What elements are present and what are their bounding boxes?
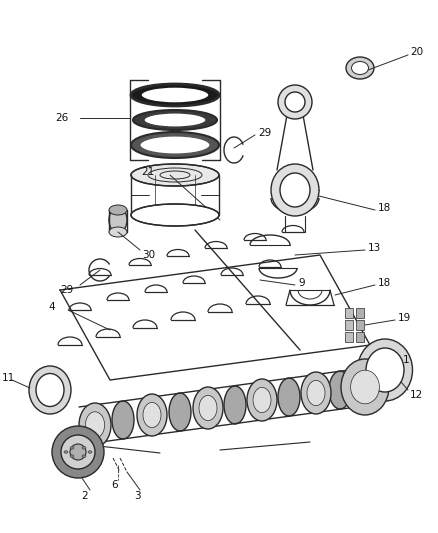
Ellipse shape — [140, 136, 210, 154]
Bar — [356, 320, 364, 330]
Ellipse shape — [144, 113, 206, 127]
Text: 20: 20 — [410, 47, 423, 57]
Ellipse shape — [70, 455, 74, 457]
Bar — [356, 332, 364, 342]
Ellipse shape — [253, 387, 271, 413]
Text: 9: 9 — [298, 278, 304, 288]
Ellipse shape — [137, 394, 167, 436]
Ellipse shape — [341, 359, 389, 415]
Ellipse shape — [346, 57, 374, 79]
Text: 11: 11 — [2, 373, 15, 383]
Ellipse shape — [70, 447, 74, 449]
Text: 29: 29 — [60, 285, 73, 295]
Ellipse shape — [88, 451, 92, 453]
Ellipse shape — [131, 84, 219, 106]
Text: 19: 19 — [398, 313, 411, 323]
Ellipse shape — [85, 412, 105, 438]
Ellipse shape — [301, 372, 331, 414]
Ellipse shape — [52, 426, 104, 478]
Ellipse shape — [131, 204, 219, 226]
Ellipse shape — [357, 339, 413, 401]
Ellipse shape — [79, 403, 111, 447]
Text: 6: 6 — [112, 480, 118, 490]
Ellipse shape — [29, 366, 71, 414]
Text: 4: 4 — [48, 302, 55, 312]
Ellipse shape — [64, 451, 68, 453]
Ellipse shape — [131, 164, 219, 186]
Text: 18: 18 — [378, 278, 391, 288]
Ellipse shape — [278, 378, 300, 416]
Ellipse shape — [271, 164, 319, 216]
Ellipse shape — [70, 444, 86, 460]
Ellipse shape — [82, 455, 86, 457]
Text: 30: 30 — [142, 250, 155, 260]
Ellipse shape — [350, 370, 379, 404]
Ellipse shape — [109, 207, 127, 233]
Ellipse shape — [143, 402, 161, 427]
Ellipse shape — [112, 401, 134, 439]
Ellipse shape — [329, 371, 351, 409]
Ellipse shape — [109, 205, 127, 215]
Text: 1: 1 — [403, 355, 410, 365]
Bar — [356, 308, 364, 318]
Ellipse shape — [199, 395, 217, 421]
Ellipse shape — [61, 435, 95, 469]
Text: 26: 26 — [55, 113, 68, 123]
Text: 29: 29 — [258, 128, 271, 138]
Ellipse shape — [278, 85, 312, 119]
Ellipse shape — [247, 379, 277, 421]
Ellipse shape — [280, 173, 310, 207]
Text: 3: 3 — [134, 491, 140, 501]
Text: 12: 12 — [410, 390, 423, 400]
Ellipse shape — [109, 227, 127, 237]
Ellipse shape — [82, 447, 86, 449]
Bar — [345, 320, 353, 330]
Ellipse shape — [307, 381, 325, 406]
Text: 18: 18 — [378, 203, 391, 213]
Text: 13: 13 — [368, 243, 381, 253]
Ellipse shape — [193, 387, 223, 429]
Ellipse shape — [141, 87, 209, 103]
Bar — [345, 332, 353, 342]
Bar — [345, 308, 353, 318]
Text: 2: 2 — [82, 491, 88, 501]
Ellipse shape — [131, 132, 219, 158]
Ellipse shape — [224, 386, 246, 424]
Ellipse shape — [133, 110, 217, 130]
Ellipse shape — [169, 393, 191, 431]
Ellipse shape — [366, 348, 404, 392]
Ellipse shape — [36, 374, 64, 407]
Ellipse shape — [285, 92, 305, 112]
Text: 21: 21 — [142, 167, 155, 177]
Ellipse shape — [352, 61, 368, 75]
